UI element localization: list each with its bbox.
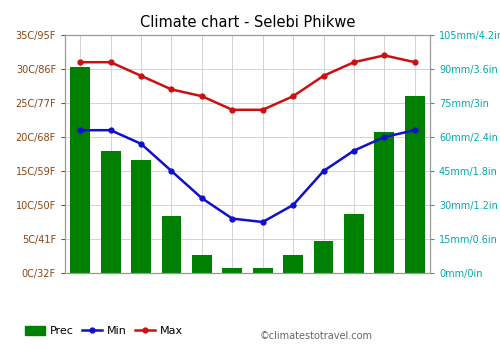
Max (230, 108, 235, 112)
Text: ©climatestotravel.com: ©climatestotravel.com (260, 331, 373, 341)
Max (168, 87, 174, 91)
Bar (222, 268, 242, 273)
Min (351, 148, 357, 153)
Max (382, 53, 388, 57)
Min (382, 135, 388, 139)
Bar (192, 255, 212, 273)
Line: Min: Min (78, 128, 417, 224)
Bar (283, 255, 303, 273)
Max (108, 60, 114, 64)
Min (168, 169, 174, 173)
Min (199, 196, 205, 200)
Bar (162, 216, 182, 273)
Line: Max: Max (78, 53, 417, 112)
Min (412, 128, 418, 132)
Min (320, 169, 326, 173)
Bar (131, 160, 151, 273)
Bar (374, 132, 394, 273)
Bar (100, 150, 120, 273)
Max (320, 74, 326, 78)
Max (260, 108, 266, 112)
Min (77, 128, 83, 132)
Bar (405, 96, 424, 273)
Min (230, 217, 235, 221)
Min (138, 142, 144, 146)
Bar (344, 214, 364, 273)
Bar (314, 241, 334, 273)
Max (290, 94, 296, 98)
Max (138, 74, 144, 78)
Min (108, 128, 114, 132)
Title: Climate chart - Selebi Phikwe: Climate chart - Selebi Phikwe (140, 15, 355, 30)
Bar (253, 268, 272, 273)
Max (412, 60, 418, 64)
Max (77, 60, 83, 64)
Max (199, 94, 205, 98)
Bar (70, 67, 90, 273)
Min (290, 203, 296, 207)
Legend: Prec, Min, Max: Prec, Min, Max (20, 322, 188, 341)
Max (351, 60, 357, 64)
Min (260, 220, 266, 224)
